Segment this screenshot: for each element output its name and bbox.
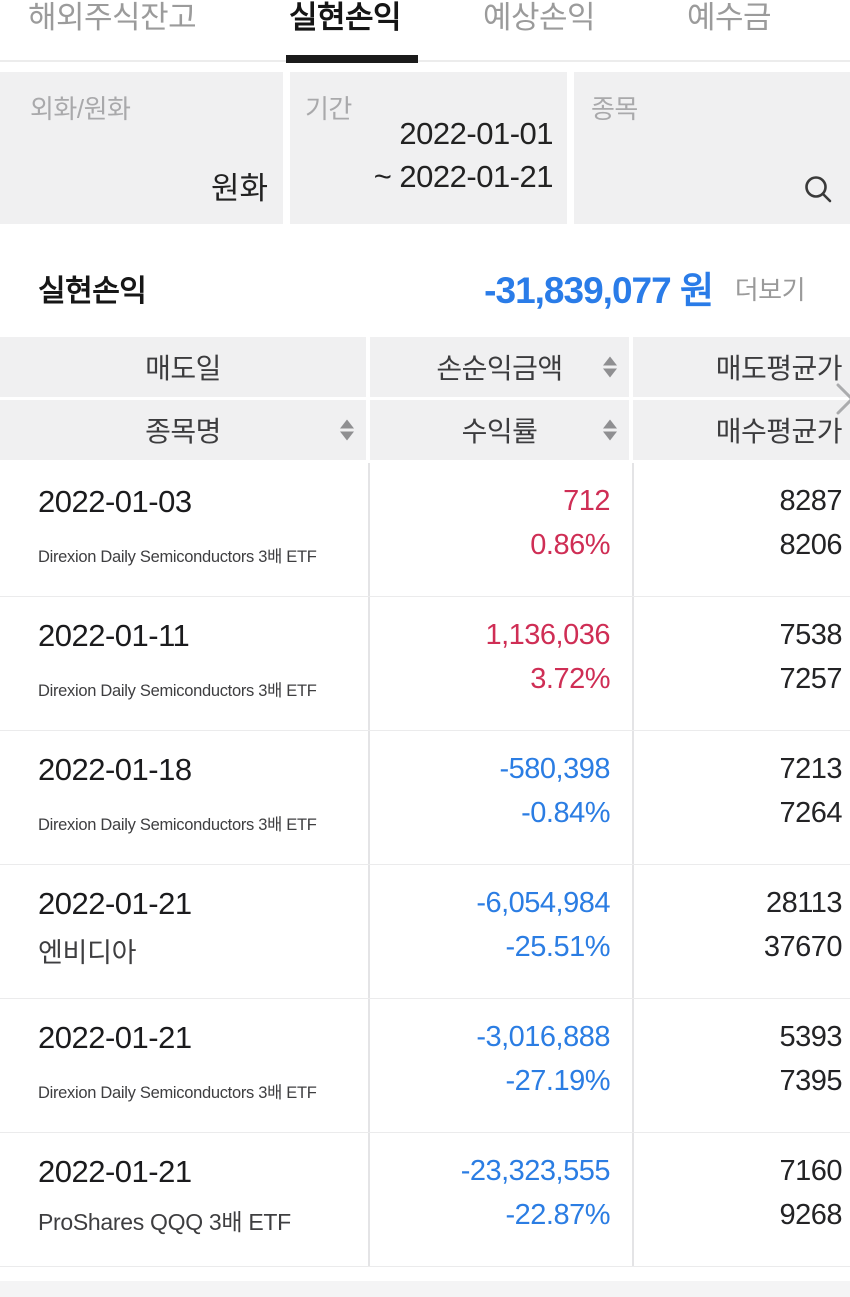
sort-icon bbox=[340, 419, 354, 441]
row-sell-avg-price: 8287 bbox=[779, 485, 842, 517]
sort-icon bbox=[603, 356, 617, 378]
row-sell-date: 2022-01-21 bbox=[38, 1020, 192, 1055]
column-divider bbox=[632, 1133, 634, 1266]
row-net-pl: -23,323,555 bbox=[460, 1155, 611, 1187]
row-sell-avg-price: 7160 bbox=[779, 1155, 842, 1187]
row-return-rate: -22.87% bbox=[505, 1199, 610, 1231]
sort-icon bbox=[603, 419, 617, 441]
currency-filter[interactable]: 외화/원화 원화 bbox=[0, 72, 283, 224]
tab-deposit[interactable]: 예수금 bbox=[687, 0, 772, 37]
period-to: ~ 2022-01-21 bbox=[373, 159, 554, 194]
tab-realized-pl[interactable]: 실현손익 bbox=[289, 0, 402, 37]
column-divider bbox=[368, 999, 370, 1132]
header-sell-date[interactable]: 매도일 bbox=[0, 337, 366, 397]
currency-filter-label: 외화/원화 bbox=[30, 94, 131, 124]
column-divider bbox=[368, 597, 370, 730]
column-divider bbox=[632, 865, 634, 998]
period-from: 2022-01-01 bbox=[399, 116, 553, 151]
header-stock-name-label: 종목명 bbox=[145, 416, 221, 447]
column-divider bbox=[632, 731, 634, 864]
summary-label: 실현손익 bbox=[38, 275, 147, 308]
table-row[interactable]: 2022-01-03 Direxion Daily Semiconductors… bbox=[0, 463, 850, 597]
row-sell-avg-price: 28113 bbox=[766, 887, 843, 919]
column-divider bbox=[632, 999, 634, 1132]
row-net-pl: -3,016,888 bbox=[476, 1021, 610, 1053]
row-return-rate: -0.84% bbox=[521, 797, 610, 829]
row-stock-name: 엔비디아 bbox=[38, 938, 137, 968]
row-stock-name: Direxion Daily Semiconductors 3배 ETF bbox=[38, 682, 317, 700]
header-sell-avg-price-label: 매도평균가 bbox=[715, 353, 843, 384]
row-sell-avg-price: 5393 bbox=[779, 1021, 842, 1053]
header-row-1: 매도일 손순익금액 매도평균가 bbox=[0, 337, 850, 397]
header-buy-avg-price[interactable]: 매수평균가 bbox=[633, 400, 850, 460]
column-divider bbox=[368, 1133, 370, 1266]
search-icon bbox=[802, 176, 836, 211]
period-filter[interactable]: 기간 2022-01-01 ~ 2022-01-21 bbox=[290, 72, 567, 224]
row-sell-date: 2022-01-18 bbox=[38, 752, 192, 787]
row-return-rate: -25.51% bbox=[505, 931, 610, 963]
row-sell-avg-price: 7538 bbox=[779, 619, 842, 651]
row-sell-avg-price: 7213 bbox=[779, 753, 842, 785]
active-tab-underline bbox=[286, 55, 418, 63]
row-buy-avg-price: 7264 bbox=[779, 797, 842, 829]
summary-value: -31,839,077 원 bbox=[484, 270, 714, 311]
row-net-pl: -580,398 bbox=[499, 753, 611, 785]
filter-bar: 외화/원화 원화 기간 2022-01-01 ~ 2022-01-21 종목 bbox=[0, 72, 850, 224]
row-buy-avg-price: 9268 bbox=[779, 1199, 842, 1231]
results-table-header: 매도일 손순익금액 매도평균가 종목명 수익률 매수평균가 bbox=[0, 337, 850, 460]
symbol-filter[interactable]: 종목 bbox=[574, 72, 850, 224]
row-net-pl: 712 bbox=[563, 485, 610, 517]
currency-filter-value: 원화 bbox=[210, 171, 268, 206]
header-return-rate-label: 수익률 bbox=[461, 416, 538, 447]
header-net-pl-label: 손순익금액 bbox=[436, 353, 563, 384]
row-net-pl: 1,136,036 bbox=[485, 619, 610, 651]
results-table-body: 2022-01-03 Direxion Daily Semiconductors… bbox=[0, 463, 850, 1267]
row-buy-avg-price: 7257 bbox=[779, 663, 842, 695]
symbol-filter-label: 종목 bbox=[591, 94, 638, 124]
row-stock-name: ProShares QQQ 3배 ETF bbox=[38, 1209, 291, 1235]
row-stock-name: Direxion Daily Semiconductors 3배 ETF bbox=[38, 1084, 317, 1102]
column-divider bbox=[368, 865, 370, 998]
header-net-pl[interactable]: 손순익금액 bbox=[370, 337, 629, 397]
tab-expected-pl[interactable]: 예상손익 bbox=[483, 0, 596, 37]
header-stock-name[interactable]: 종목명 bbox=[0, 400, 366, 460]
header-sell-date-label: 매도일 bbox=[145, 353, 221, 384]
row-stock-name: Direxion Daily Semiconductors 3배 ETF bbox=[38, 816, 317, 834]
row-sell-date: 2022-01-21 bbox=[38, 1154, 192, 1189]
period-filter-value: 2022-01-01 ~ 2022-01-21 bbox=[373, 112, 554, 198]
table-row[interactable]: 2022-01-21 엔비디아 -6,054,984 -25.51% 28113… bbox=[0, 865, 850, 999]
more-button[interactable]: 더보기 bbox=[735, 270, 806, 307]
column-divider bbox=[632, 463, 634, 596]
column-divider bbox=[368, 731, 370, 864]
row-return-rate: -27.19% bbox=[505, 1065, 610, 1097]
row-net-pl: -6,054,984 bbox=[476, 887, 610, 919]
period-filter-label: 기간 bbox=[305, 94, 352, 124]
header-return-rate[interactable]: 수익률 bbox=[370, 400, 629, 460]
bottom-bar bbox=[0, 1281, 850, 1297]
row-sell-date: 2022-01-11 bbox=[38, 618, 190, 653]
table-row[interactable]: 2022-01-11 Direxion Daily Semiconductors… bbox=[0, 597, 850, 731]
row-return-rate: 0.86% bbox=[530, 529, 610, 561]
row-sell-date: 2022-01-21 bbox=[38, 886, 192, 921]
tab-overseas-balance[interactable]: 해외주식잔고 bbox=[28, 0, 197, 37]
row-sell-date: 2022-01-03 bbox=[38, 484, 192, 519]
column-divider bbox=[632, 597, 634, 730]
top-tab-bar: 해외주식잔고 실현손익 예상손익 예수금 bbox=[0, 0, 850, 63]
header-sell-avg-price[interactable]: 매도평균가 bbox=[633, 337, 850, 397]
summary-section: 실현손익 -31,839,077 원 더보기 bbox=[0, 224, 850, 337]
horizontal-scroll-chevron-icon[interactable] bbox=[832, 381, 850, 417]
row-stock-name: Direxion Daily Semiconductors 3배 ETF bbox=[38, 548, 317, 566]
row-buy-avg-price: 8206 bbox=[779, 529, 842, 561]
table-row[interactable]: 2022-01-18 Direxion Daily Semiconductors… bbox=[0, 731, 850, 865]
table-row[interactable]: 2022-01-21 ProShares QQQ 3배 ETF -23,323,… bbox=[0, 1133, 850, 1267]
header-buy-avg-price-label: 매수평균가 bbox=[715, 416, 843, 447]
row-buy-avg-price: 7395 bbox=[779, 1065, 842, 1097]
row-buy-avg-price: 37670 bbox=[763, 931, 843, 963]
symbol-search-button[interactable] bbox=[802, 174, 836, 208]
row-return-rate: 3.72% bbox=[530, 663, 610, 695]
table-row[interactable]: 2022-01-21 Direxion Daily Semiconductors… bbox=[0, 999, 850, 1133]
column-divider bbox=[368, 463, 370, 596]
header-row-2: 종목명 수익률 매수평균가 bbox=[0, 400, 850, 460]
